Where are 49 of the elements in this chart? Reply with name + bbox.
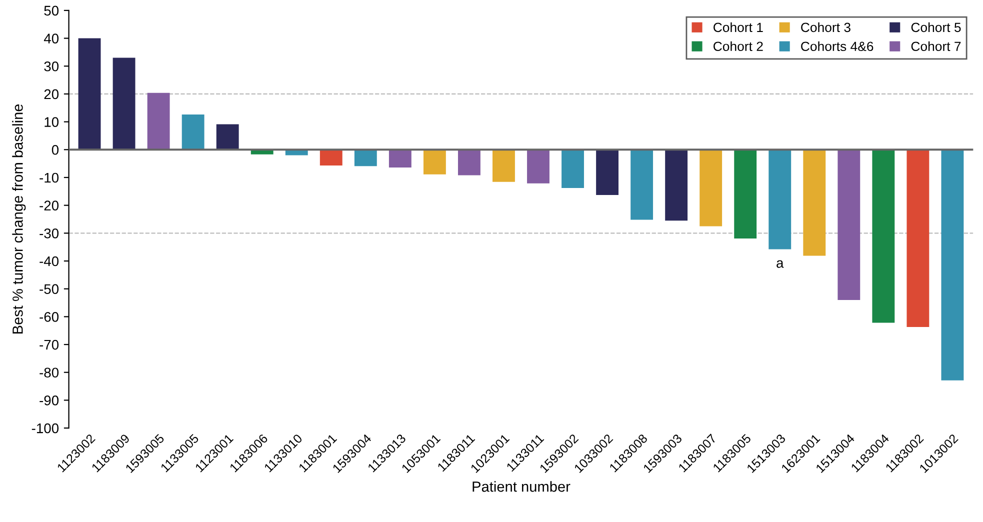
legend-label: Cohort 3: [801, 22, 850, 32]
bar: [78, 38, 101, 150]
legend-label: Cohorts 4&6: [801, 41, 874, 52]
y-tick-label: -100: [32, 423, 59, 434]
bar: [838, 150, 860, 300]
bar: [803, 150, 826, 256]
bar: [423, 150, 446, 174]
x-axis-title: Patient number: [472, 481, 570, 492]
y-tick-label: -70: [40, 340, 59, 350]
bar: [458, 150, 480, 176]
y-tick-label: -50: [40, 284, 59, 294]
bar: [596, 150, 618, 196]
y-tick-label: 50: [44, 6, 59, 16]
legend-label: Cohort 2: [714, 41, 763, 52]
legend-label: Cohort 1: [714, 22, 763, 32]
y-tick-label: -20: [40, 200, 59, 210]
bar: [768, 150, 792, 250]
y-tick-label: 0: [52, 144, 59, 155]
y-tick-label: 30: [44, 61, 59, 72]
y-axis-title: Best % tumor change from baseline: [12, 104, 26, 334]
legend-label: Cohort 5: [911, 22, 961, 32]
y-tick-label: 20: [44, 89, 59, 100]
y-tick-label: -40: [40, 256, 59, 266]
y-tick-label: -30: [40, 228, 59, 238]
bar: [527, 150, 550, 184]
y-tick-label: -60: [40, 312, 59, 322]
bar: [562, 150, 584, 188]
bar: [216, 124, 239, 150]
y-tick-label: -80: [40, 368, 59, 378]
legend-label: Cohort 7: [911, 41, 961, 52]
bar: [941, 150, 964, 380]
bar: [182, 114, 204, 150]
bar: [906, 150, 930, 327]
bar: [388, 150, 412, 168]
bar: [492, 150, 515, 182]
bar: [147, 92, 170, 150]
bar: [630, 150, 654, 220]
bar: [734, 150, 757, 238]
bar: [872, 150, 895, 323]
y-tick-label: 40: [44, 34, 59, 44]
y-tick-label: 10: [44, 117, 59, 127]
bar: [354, 150, 377, 166]
annotation: a: [776, 260, 784, 268]
bar: [700, 150, 722, 226]
bar: [112, 58, 136, 150]
bar: [320, 150, 342, 166]
y-tick-label: -10: [40, 172, 59, 183]
y-tick-label: -90: [40, 396, 59, 406]
bar: [665, 150, 688, 221]
